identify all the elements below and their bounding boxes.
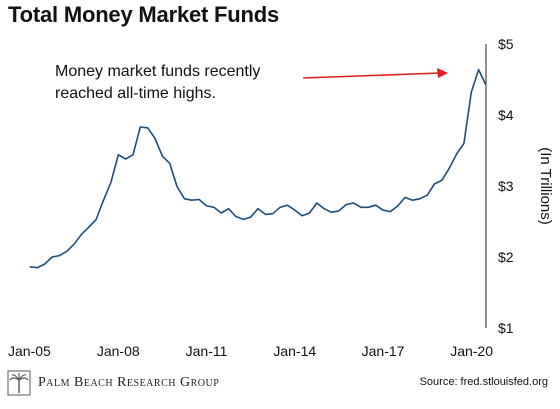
data-point	[205, 205, 208, 207]
data-point	[441, 179, 443, 181]
data-point	[264, 213, 266, 215]
data-point	[367, 206, 369, 208]
data-point	[73, 243, 75, 245]
y-axis-label: (In Trillions)	[537, 147, 554, 225]
data-point	[169, 162, 171, 164]
data-point	[80, 233, 83, 235]
data-point	[375, 204, 377, 206]
data-point	[44, 263, 46, 265]
x-tick-label: Jan-11	[186, 343, 228, 359]
x-tick-label: Jan-14	[273, 343, 316, 359]
data-point	[58, 255, 61, 257]
data-point	[125, 158, 127, 160]
y-tick-label: $2	[498, 249, 514, 265]
data-point	[279, 206, 281, 208]
source-note: Source: fred.stlouisfed.org	[419, 376, 548, 388]
data-point	[36, 267, 39, 269]
data-point	[29, 266, 31, 268]
data-point	[102, 199, 105, 201]
data-point	[95, 218, 97, 220]
data-point	[419, 198, 421, 200]
data-point	[301, 215, 303, 217]
data-point	[470, 91, 472, 93]
data-point	[154, 137, 156, 139]
data-point	[353, 202, 355, 204]
data-point	[463, 142, 465, 144]
x-tick-label: Jan-05	[8, 343, 51, 359]
data-point	[220, 212, 222, 214]
data-point	[338, 210, 340, 212]
palm-tree-logo-icon	[7, 370, 31, 396]
data-point	[478, 69, 480, 71]
x-tick-label: Jan-20	[450, 343, 493, 359]
data-point	[397, 205, 399, 207]
data-point	[345, 203, 347, 206]
data-point	[242, 218, 244, 220]
data-point	[485, 84, 487, 86]
data-point	[272, 213, 274, 215]
data-point	[308, 212, 311, 214]
data-point	[294, 209, 296, 211]
data-point	[426, 194, 428, 196]
data-point	[286, 204, 288, 206]
data-point	[139, 126, 141, 128]
x-tick-label: Jan-08	[97, 343, 140, 359]
x-tick-labels: Jan-05 Jan-08 Jan-11 Jan-14 Jan-17 Jan-20	[8, 343, 493, 359]
data-point	[147, 127, 149, 129]
data-point	[448, 167, 450, 169]
chart-title: Total Money Market Funds	[8, 2, 280, 27]
data-point	[176, 186, 178, 188]
x-tick-label: Jan-17	[362, 343, 405, 359]
annotation-arrow-head	[437, 68, 448, 78]
data-point	[66, 250, 68, 252]
y-tick-labels: $1 $2 $3 $4 $5	[498, 36, 514, 336]
data-point	[161, 155, 163, 157]
footer-brand: Palm Beach Research Group	[6, 368, 219, 398]
data-point	[183, 198, 186, 200]
data-point	[132, 154, 134, 156]
data-point	[88, 226, 90, 228]
data-point	[110, 181, 112, 184]
data-point	[191, 199, 193, 201]
data-point	[433, 183, 436, 185]
data-point	[411, 199, 414, 201]
data-point	[382, 209, 384, 211]
annotation-arrow	[302, 72, 441, 79]
data-point	[316, 202, 318, 204]
y-tick-label: $5	[498, 36, 514, 52]
data-point	[213, 206, 215, 208]
data-point	[235, 215, 237, 218]
y-tick-label: $1	[498, 320, 514, 336]
data-point	[330, 211, 333, 213]
data-point	[250, 216, 252, 218]
y-tick-label: $4	[498, 107, 514, 123]
data-point	[456, 153, 458, 155]
series-points	[29, 69, 487, 269]
data-point	[323, 208, 325, 210]
data-point	[228, 208, 230, 210]
data-point	[389, 211, 391, 213]
data-point	[257, 208, 259, 210]
data-point	[117, 154, 119, 156]
data-point	[404, 196, 406, 198]
data-point	[198, 198, 200, 201]
data-point	[360, 206, 362, 208]
brand-name: Palm Beach Research Group	[38, 375, 220, 390]
y-tick-label: $3	[498, 178, 514, 194]
annotation-text: Money market funds recently reached all-…	[55, 63, 261, 102]
data-point	[51, 256, 53, 258]
